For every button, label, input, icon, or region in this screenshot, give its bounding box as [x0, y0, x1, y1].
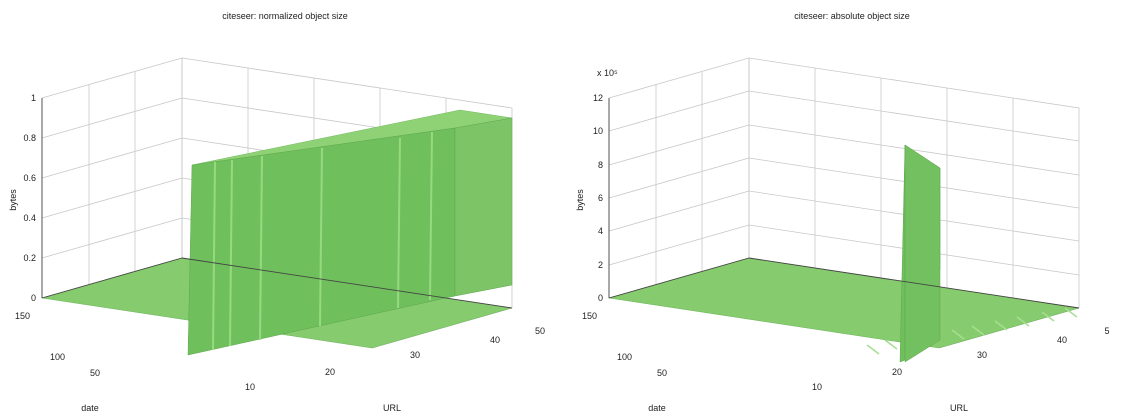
z-tick-label: 0.2: [23, 253, 36, 263]
x-tick-label: 40: [1057, 335, 1067, 345]
y-axis-label: date: [81, 403, 99, 413]
x-tick-labels: 10 20 30 40 50: [245, 326, 545, 392]
z-tick-label: 0: [598, 293, 603, 303]
surface-ridges: [212, 131, 433, 351]
y-tick-label: 100: [50, 352, 65, 362]
z-scale-label: x 10⁵: [597, 68, 618, 78]
y-tick-label: 150: [15, 311, 30, 321]
chart-panel-absolute: citeseer: absolute object size x 10⁵: [567, 0, 1134, 419]
x-tick-label: 30: [977, 350, 987, 360]
surface-floor-ridges: [866, 307, 1078, 355]
y-tick-labels: 150 100 50: [582, 311, 667, 378]
x-tick-label: 40: [490, 335, 500, 345]
surface-mesh: [608, 144, 1080, 363]
x-tick-label: 5: [1104, 326, 1109, 336]
x-tick-label: 50: [535, 326, 545, 336]
z-tick-label: 0.4: [23, 213, 36, 223]
axes: [608, 98, 1080, 309]
z-tick-label: 0: [31, 293, 36, 303]
x-tick-label: 20: [892, 367, 902, 377]
z-tick-label: 0.6: [23, 173, 36, 183]
z-tick-labels: 0 2 4 6 8 10 12: [593, 93, 603, 303]
z-tick-label: 10: [593, 126, 603, 136]
y-tick-label: 50: [90, 368, 100, 378]
z-axis-label: bytes: [575, 189, 585, 211]
chart-absolute: citeseer: absolute object size x 10⁵: [575, 11, 1110, 413]
z-tick-label: 2: [598, 260, 603, 270]
x-tick-label: 20: [325, 367, 335, 377]
z-tick-label: 12: [593, 93, 603, 103]
z-tick-labels: 0 0.2 0.4 0.6 0.8 1: [23, 93, 36, 303]
z-tick-label: 6: [598, 193, 603, 203]
x-tick-label: 10: [245, 382, 255, 392]
chart-panel-normalized: citeseer: normalized object size: [8, 11, 545, 413]
z-axis-label: bytes: [8, 189, 18, 211]
surface-floor: [608, 257, 1080, 349]
x-tick-label: 10: [812, 382, 822, 392]
z-tick-label: 1: [31, 93, 36, 103]
z-tick-label: 4: [598, 226, 603, 236]
z-tick-label: 8: [598, 160, 603, 170]
y-tick-label: 100: [617, 352, 632, 362]
x-tick-label: 30: [410, 350, 420, 360]
chart-title: citeseer: absolute object size: [794, 11, 910, 21]
chart-title: citeseer: normalized object size: [222, 11, 348, 21]
y-tick-label: 50: [657, 368, 667, 378]
surface-peak-front: [904, 144, 941, 363]
x-tick-labels: 10 20 30 40 5: [812, 326, 1110, 392]
y-axis-label: date: [648, 403, 666, 413]
y-tick-labels: 150 100 50: [15, 311, 100, 378]
chart-normalized: citeseer: normalized object size: [8, 11, 545, 413]
x-axis-label: URL: [950, 403, 968, 413]
z-tick-label: 0.8: [23, 133, 36, 143]
y-tick-label: 150: [582, 311, 597, 321]
surface-peak-edge: [899, 144, 906, 363]
x-axis-label: URL: [383, 403, 401, 413]
surface-mesh: [41, 109, 513, 356]
surface-step-side: [454, 117, 513, 297]
axes: [41, 98, 513, 309]
